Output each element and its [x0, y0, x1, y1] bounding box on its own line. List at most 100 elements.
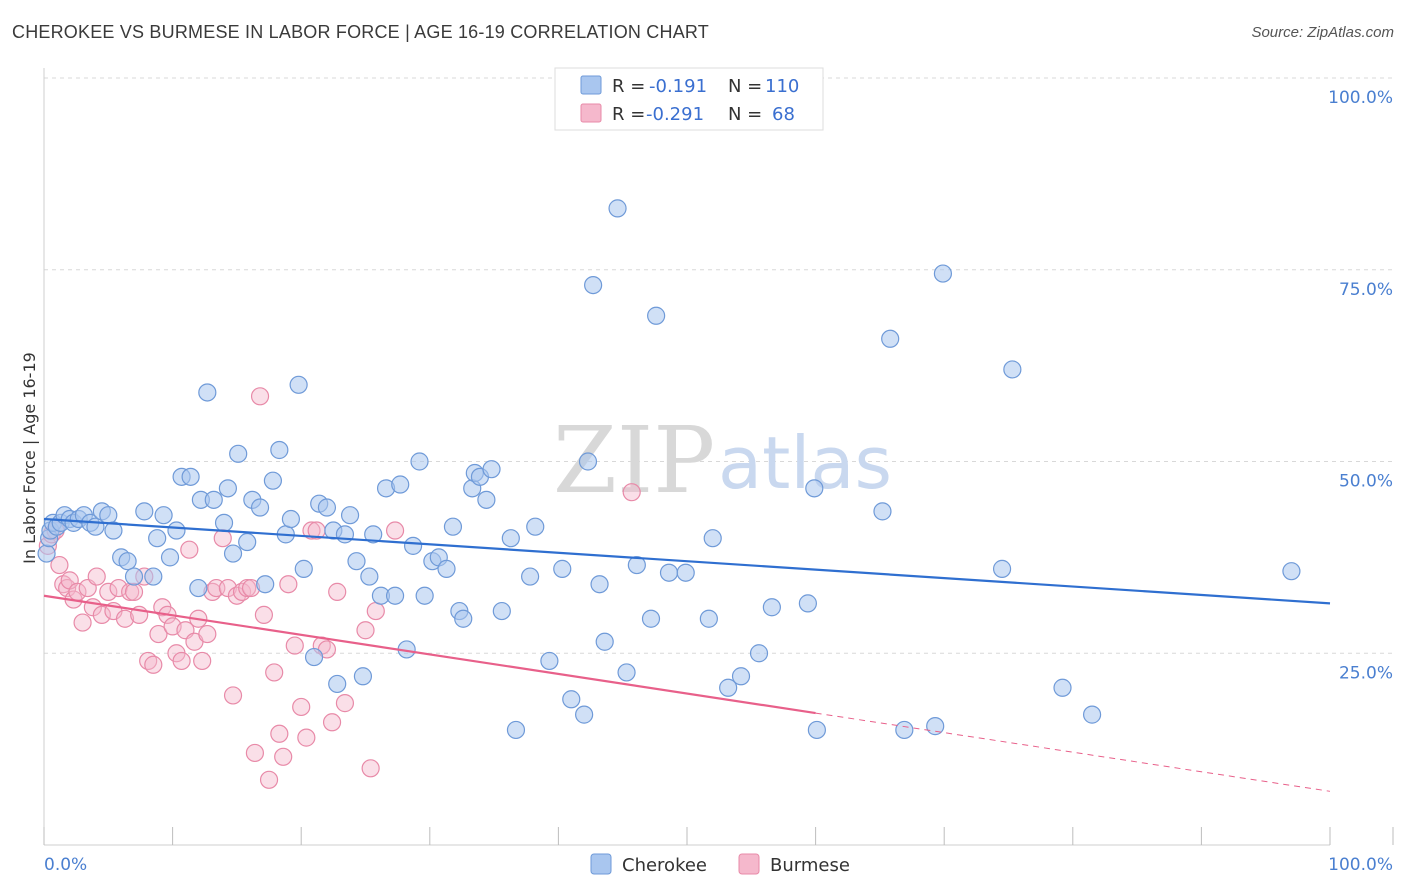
burmese-point-53 — [285, 636, 304, 655]
cherokee-point-43 — [289, 375, 308, 394]
trend-lines — [43, 517, 1331, 792]
legend-r-label-cherokee: R = — [612, 76, 645, 97]
cherokee-point-94 — [676, 563, 695, 582]
burmese-point-47 — [254, 605, 274, 625]
cherokee-point-73 — [477, 490, 496, 509]
cherokee-point-45 — [304, 647, 324, 667]
cherokee-point-42 — [281, 509, 301, 529]
y-tick-label-1: 50.0% — [1339, 472, 1393, 492]
y-tick-label-3: 100.0% — [1328, 88, 1393, 108]
cherokee-point-47 — [317, 498, 337, 517]
burmese-points — [38, 387, 641, 789]
cherokee-point-19 — [135, 502, 154, 521]
correlation-legend: R = -0.191 N = 110 R = -0.291 N = 68 — [554, 67, 824, 131]
cherokee-point-104 — [873, 502, 892, 521]
cherokee-point-111 — [1053, 678, 1072, 697]
cherokee-point-107 — [926, 717, 945, 736]
burmese-point-40 — [223, 686, 243, 705]
cherokee-point-88 — [608, 199, 627, 218]
cherokee-point-66 — [437, 559, 456, 578]
burmese-point-65 — [366, 601, 385, 621]
cherokee-point-96 — [703, 529, 722, 548]
cherokee-point-110 — [1003, 360, 1022, 379]
cherokee-points — [37, 199, 1301, 740]
burmese-point-50 — [270, 724, 289, 743]
burmese-point-48 — [259, 770, 279, 789]
cherokee-point-61 — [403, 536, 423, 555]
cherokee-point-82 — [562, 690, 581, 709]
cherokee-point-20 — [144, 567, 163, 586]
cherokee-point-81 — [553, 559, 572, 578]
burmese-point-19 — [124, 582, 144, 601]
cherokee-point-83 — [575, 705, 594, 724]
x-tick-label-max: 100.0% — [1328, 855, 1393, 875]
burmese-point-12 — [87, 567, 106, 586]
burmese-point-38 — [213, 529, 232, 548]
cherokee-point-29 — [198, 383, 217, 402]
burmese-point-9 — [73, 613, 92, 632]
burmese-point-67 — [622, 483, 641, 502]
burmese-point-51 — [274, 747, 293, 766]
cherokee-point-100 — [762, 598, 781, 617]
burmese-point-29 — [172, 651, 191, 671]
cherokee-point-86 — [590, 575, 609, 594]
cherokee-point-62 — [410, 452, 429, 471]
cherokee-point-24 — [167, 521, 186, 540]
cherokee-point-63 — [415, 586, 434, 605]
cherokee-point-15 — [104, 521, 123, 540]
cherokee-point-37 — [250, 498, 270, 517]
burmese-point-14 — [99, 582, 118, 601]
burmese-point-17 — [115, 609, 135, 628]
cherokee-point-17 — [118, 552, 137, 571]
cherokee-point-14 — [99, 506, 118, 525]
burmese-point-13 — [92, 605, 111, 625]
burmese-point-60 — [322, 713, 342, 732]
burmese-point-43 — [238, 578, 257, 598]
cherokee-point-101 — [798, 594, 817, 613]
burmese-point-61 — [328, 582, 347, 601]
burmese-point-64 — [361, 759, 380, 778]
cherokee-point-98 — [731, 667, 751, 686]
cherokee-point-109 — [992, 559, 1012, 578]
cherokee-point-77 — [506, 720, 526, 740]
chart-title: CHEROKEE VS BURMESE IN LABOR FORCE | AGE… — [12, 22, 709, 42]
cherokee-point-49 — [328, 674, 347, 694]
cherokee-point-34 — [229, 444, 248, 463]
cherokee-point-74 — [482, 460, 501, 479]
cherokee-point-44 — [294, 559, 313, 578]
cherokee-point-67 — [443, 517, 463, 536]
watermark-atlas: atlas — [718, 421, 892, 505]
y-tick-label-0: 25.0% — [1339, 663, 1393, 683]
legend-r-label-burmese: R = — [612, 104, 645, 125]
y-tick-label-2: 75.0% — [1339, 280, 1393, 300]
cherokee-point-92 — [647, 306, 666, 325]
burmese-trend-line — [43, 594, 816, 715]
burmese-trend-extension — [815, 712, 1331, 792]
grid-lines — [44, 77, 1393, 654]
burmese-point-34 — [193, 651, 212, 671]
legend-n-value-cherokee: 110 — [765, 76, 799, 97]
cherokee-point-40 — [270, 440, 289, 460]
cherokee-point-22 — [154, 506, 173, 525]
burmese-point-31 — [180, 540, 199, 559]
cherokee-point-108 — [933, 264, 953, 283]
cherokee-point-0 — [37, 544, 56, 563]
cherokee-point-32 — [218, 479, 237, 498]
cherokee-point-78 — [521, 567, 540, 586]
source-note: Source: ZipAtlas.com — [1251, 24, 1394, 41]
cherokee-point-85 — [584, 275, 603, 295]
legend-n-label-burmese: N = — [728, 104, 762, 125]
series-legend: Cherokee Burmese — [590, 853, 850, 876]
cherokee-point-79 — [526, 517, 545, 536]
cherokee-point-69 — [454, 609, 473, 628]
legend-n-value-burmese: 68 — [772, 104, 795, 125]
cherokee-point-103 — [807, 720, 826, 740]
cherokee-point-18 — [124, 567, 144, 586]
cherokee-point-54 — [360, 567, 379, 586]
cherokee-point-23 — [160, 548, 180, 567]
cherokee-point-55 — [364, 525, 383, 544]
burmese-point-3 — [50, 555, 69, 575]
burmese-point-52 — [279, 575, 298, 594]
cherokee-point-95 — [699, 609, 718, 628]
burmese-point-63 — [356, 621, 375, 640]
